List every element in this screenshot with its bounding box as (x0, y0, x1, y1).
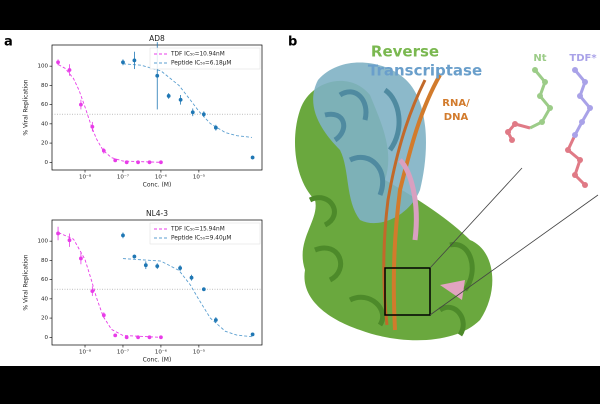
data-point (113, 158, 118, 163)
data-point (190, 110, 195, 115)
data-point (250, 332, 255, 337)
data-point (143, 263, 148, 268)
panel-label: a (4, 35, 13, 50)
data-point (124, 335, 129, 340)
data-point (147, 160, 152, 165)
data-point (132, 58, 137, 63)
x-tick-label: 10⁻⁸ (79, 174, 92, 181)
zoom-box (384, 267, 431, 316)
data-point (159, 160, 163, 165)
data-point (132, 254, 137, 259)
panel-label: b (288, 35, 297, 50)
data-point (159, 335, 163, 340)
data-point (201, 112, 206, 117)
x-tick-label: 10⁻⁵ (193, 349, 205, 356)
zoom-line (429, 167, 523, 269)
plot-frame (51, 219, 263, 346)
y-tick-label: 60 (41, 277, 48, 283)
data-point (178, 97, 183, 102)
data-point (166, 94, 171, 98)
protein-blue-helix (324, 87, 402, 196)
nucleic-strand (391, 74, 442, 331)
y-tick-label: 100 (38, 64, 49, 70)
ligand-tdf-atoms (565, 67, 593, 188)
chart-title: AD8 (149, 34, 165, 43)
protein-green-helix (308, 195, 475, 337)
x-axis-label: Conc. (M) (143, 357, 172, 364)
data-point (250, 155, 255, 160)
data-point (56, 231, 60, 236)
x-tick-label: 10⁻⁷ (117, 174, 129, 181)
data-point (178, 266, 183, 270)
data-point (155, 73, 160, 78)
legend-label: TDF IC₅₀=10.94nM (170, 52, 225, 58)
data-point (213, 318, 218, 322)
y-tick-label: 40 (41, 296, 48, 302)
nucleic-label: DNA (444, 112, 469, 123)
data-point (213, 125, 218, 130)
legend-label: Peptide IC₅₀=6.18μM (171, 61, 231, 67)
y-tick-label: 40 (41, 121, 48, 127)
data-point (121, 233, 125, 238)
zoom-line (429, 194, 599, 316)
data-point (56, 60, 60, 65)
y-tick-label: 20 (41, 316, 48, 322)
protein-label: Transcriptase (368, 62, 482, 80)
x-tick-label: 10⁻⁵ (193, 174, 205, 181)
data-point (124, 160, 129, 165)
x-tick-label: 10⁻⁸ (79, 349, 92, 356)
y-tick-label: 20 (41, 141, 48, 147)
y-tick-label: 60 (41, 102, 48, 108)
data-point (136, 335, 140, 340)
data-point (79, 256, 83, 261)
ligand-label: Nt (533, 53, 546, 64)
nucleic-strand (382, 79, 427, 326)
data-point (90, 289, 95, 294)
y-axis-label: % Viral Replication (23, 79, 30, 135)
x-tick-label: 10⁻⁶ (155, 174, 168, 181)
legend-label: Peptide IC₅₀=9.40μM (171, 236, 231, 242)
protein-label: Reverse (371, 43, 439, 61)
legend-box (149, 47, 261, 70)
data-point (113, 333, 118, 338)
y-tick-label: 100 (38, 239, 49, 245)
data-point (189, 275, 194, 280)
fit-line (122, 258, 252, 338)
nucleic-label: RNA/ (442, 98, 470, 109)
y-tick-label: 0 (45, 160, 49, 166)
ligand-nt-atoms (505, 67, 553, 143)
x-tick-label: 10⁻⁶ (155, 349, 168, 356)
y-tick-label: 0 (45, 335, 49, 341)
chart: NL4-3 % Viral Replication Conc. (M) 0 20 40 60… (23, 209, 263, 364)
rna-pink (440, 280, 465, 300)
figure-background (0, 30, 600, 366)
data-point (101, 313, 106, 318)
data-point (67, 238, 72, 243)
data-point (90, 124, 95, 129)
data-point (121, 60, 125, 65)
data-point (79, 102, 83, 107)
y-tick-label: 80 (41, 83, 48, 89)
rna-pink (398, 158, 419, 241)
ligand-label: TDF* (569, 53, 597, 64)
x-tick-label: 10⁻⁷ (117, 349, 129, 356)
y-tick-label: 80 (41, 258, 48, 264)
x-axis-label: Conc. (M) (143, 182, 172, 189)
legend-box (149, 222, 261, 245)
chart: AD8 % Viral Replication Conc. (M) 0 20 40 60 80… (23, 34, 263, 189)
structure-illustration: Reverse Transcriptase RNA/ DNA Nt TDF* (295, 43, 599, 341)
data-point (201, 287, 206, 292)
y-axis-label: % Viral Replication (23, 254, 30, 310)
data-point (136, 160, 140, 165)
data-point (147, 335, 152, 340)
data-point (67, 68, 72, 72)
legend-label: TDF IC₅₀=15.94nM (170, 227, 225, 233)
data-point (155, 264, 160, 269)
chart-title: NL4-3 (146, 209, 168, 218)
data-point (101, 148, 106, 153)
